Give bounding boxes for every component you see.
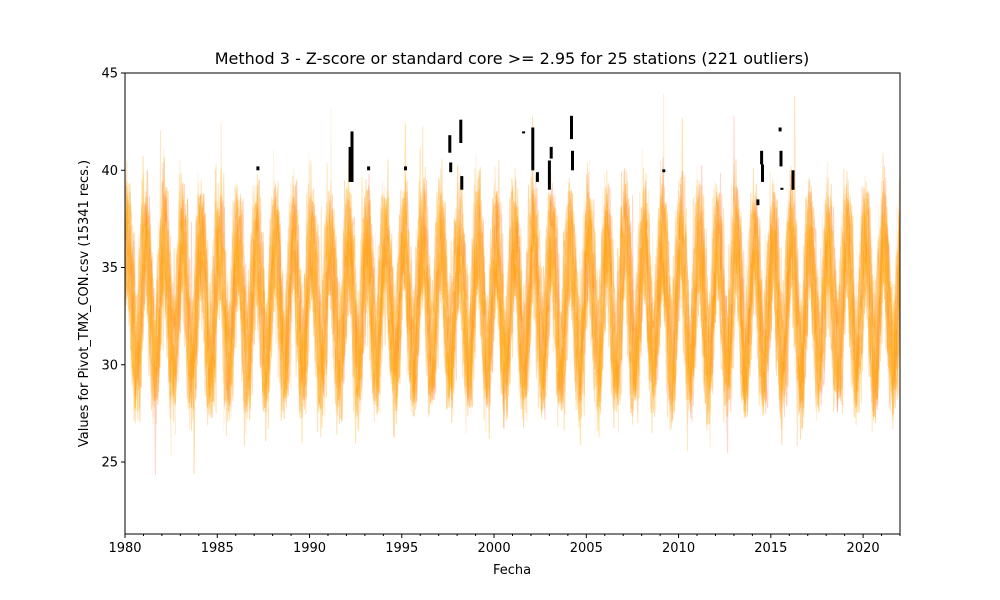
outlier-mark xyxy=(761,164,764,182)
outlier-mark xyxy=(459,119,463,143)
y-tick-label: 45 xyxy=(101,67,118,82)
series-line xyxy=(124,164,900,420)
series-line xyxy=(124,159,900,439)
x-tick-label: 2010 xyxy=(662,541,695,556)
outlier-mark xyxy=(448,135,452,153)
outlier-mark xyxy=(256,166,260,171)
series-line xyxy=(124,159,900,457)
outlier-mark xyxy=(791,170,795,190)
series-line xyxy=(124,148,900,446)
x-tick-label: 1990 xyxy=(293,541,326,556)
series-line xyxy=(124,180,900,447)
series-line xyxy=(124,115,900,447)
series-line xyxy=(124,187,900,474)
series-line xyxy=(124,160,900,414)
outlier-mark xyxy=(778,127,782,132)
series-line xyxy=(124,159,900,444)
outlier-mark xyxy=(549,146,553,159)
series-line xyxy=(124,126,900,452)
x-axis-label: Fecha xyxy=(493,563,531,578)
series-line xyxy=(124,108,900,437)
outlier-mark xyxy=(449,162,453,173)
series-line xyxy=(124,160,900,418)
outlier-mark xyxy=(780,187,784,190)
series-line xyxy=(124,166,900,437)
series-line xyxy=(124,178,900,431)
series-line xyxy=(124,157,900,429)
outlier-mark xyxy=(662,169,666,173)
outlier-mark xyxy=(535,172,539,182)
series-line xyxy=(124,94,900,448)
plot-area xyxy=(124,72,901,535)
series-line xyxy=(124,115,900,476)
outlier-mark xyxy=(350,131,354,182)
y-tick-label: 30 xyxy=(101,358,118,373)
x-tick-label: 1980 xyxy=(108,541,141,556)
x-tick-label: 1985 xyxy=(201,541,234,556)
x-tick-label: 2020 xyxy=(847,541,880,556)
series-line xyxy=(124,170,900,424)
series-line xyxy=(124,171,900,445)
x-tick-label: 2015 xyxy=(754,541,787,556)
outlier-mark xyxy=(348,146,352,182)
outlier-mark xyxy=(779,150,783,167)
series-line xyxy=(124,179,900,431)
outlier-mark xyxy=(760,150,764,165)
outlier-mark xyxy=(531,127,535,171)
outlier-mark xyxy=(522,131,526,134)
series-line xyxy=(124,130,900,418)
x-tick-label: 2005 xyxy=(570,541,603,556)
x-tick-label: 2000 xyxy=(478,541,511,556)
series-line xyxy=(124,152,900,431)
outlier-mark xyxy=(547,160,551,190)
outlier-mark xyxy=(367,166,371,171)
outlier-mark xyxy=(570,115,573,140)
series-line xyxy=(124,118,900,431)
outlier-mark xyxy=(460,176,464,190)
x-tick-label: 1995 xyxy=(385,541,418,556)
y-axis-label: Values for Pivot_TMX_CON.csv (15341 recs… xyxy=(77,160,92,447)
outlier-mark xyxy=(571,150,574,171)
y-tick-label: 40 xyxy=(101,164,118,179)
series-line xyxy=(124,95,900,438)
series-layer xyxy=(124,94,900,476)
y-axis: 25 30 35 40 45 xyxy=(101,67,125,471)
y-tick-label: 35 xyxy=(101,261,118,276)
y-tick-label: 25 xyxy=(101,456,118,471)
outlier-mark xyxy=(404,166,407,171)
x-axis: 1980 1985 1990 1995 2000 2005 2010 2015 2020 xyxy=(108,534,901,556)
chart-title: Method 3 - Z-score or standard core >= 2… xyxy=(215,49,810,68)
outlier-mark xyxy=(756,199,760,206)
series-line xyxy=(124,121,900,433)
outlier-layer xyxy=(256,115,795,206)
